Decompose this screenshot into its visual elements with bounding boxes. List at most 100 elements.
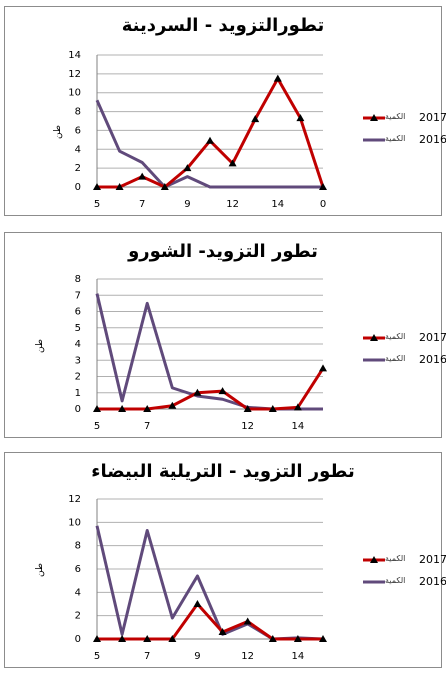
y-tick-label: 6 bbox=[75, 125, 81, 136]
y-axis-label: طن bbox=[35, 562, 45, 577]
data-point-marker bbox=[193, 388, 202, 396]
data-point-marker bbox=[160, 183, 169, 190]
y-tick-label: 8 bbox=[75, 541, 81, 552]
data-point-marker bbox=[193, 600, 202, 607]
y-tick-label: 4 bbox=[75, 144, 81, 155]
x-tick-label: 9 bbox=[184, 199, 190, 210]
legend-swatch-2017 bbox=[363, 114, 385, 121]
y-tick-label: 10 bbox=[68, 517, 81, 528]
data-point-marker bbox=[218, 628, 227, 635]
series-line-2017 bbox=[97, 367, 325, 411]
data-point-marker bbox=[138, 172, 147, 180]
data-point-marker bbox=[243, 617, 252, 625]
series-line-2017 bbox=[97, 602, 323, 641]
data-point-marker bbox=[118, 405, 127, 412]
chart-panel-white-mullet: تطور التزويد - التريلية البيضاء 0 2 4 6 8 10 1… bbox=[4, 452, 446, 668]
x-tick-label: 0 bbox=[320, 199, 326, 210]
series-line-2017 bbox=[97, 77, 325, 189]
x-tick-label: 5 bbox=[94, 199, 100, 210]
legend-label-2017-word: الكمية bbox=[385, 112, 406, 121]
data-point-marker bbox=[319, 635, 327, 642]
y-tick-label: 12 bbox=[68, 69, 81, 80]
x-tick-label: 14 bbox=[271, 199, 284, 210]
y-tick-label: 6 bbox=[75, 307, 81, 318]
legend-swatch-2016 bbox=[363, 138, 385, 142]
chart-plot: 0 2 4 6 8 10 12 14 5 7 9 12 14 0 bbox=[68, 50, 327, 210]
legend-label-2016-word: الكمية bbox=[385, 134, 406, 143]
x-tick-label: 7 bbox=[139, 199, 145, 210]
data-point-marker bbox=[93, 183, 101, 190]
data-point-marker bbox=[228, 159, 237, 167]
y-tick-label: 2 bbox=[75, 163, 81, 174]
data-point-marker bbox=[293, 403, 302, 411]
data-point-marker bbox=[143, 405, 152, 412]
chart-title: تطورالتزويد - السردينة bbox=[121, 15, 325, 36]
legend-swatch-2017 bbox=[363, 556, 385, 563]
y-tick-label: 2 bbox=[75, 611, 81, 622]
legend-label-2017-year: 2017 bbox=[419, 553, 446, 566]
chart-panel-sardine: تطورالتزويد - السردينة 0 2 4 6 8 10 12 14 5 7 9 12 1… bbox=[4, 6, 446, 216]
x-tick-label: 9 bbox=[194, 651, 200, 662]
data-point-marker bbox=[268, 405, 277, 412]
x-tick-label: 14 bbox=[292, 421, 305, 432]
data-point-marker bbox=[319, 183, 327, 190]
y-tick-label: 6 bbox=[75, 564, 81, 575]
y-tick-label: 4 bbox=[75, 339, 81, 350]
data-point-marker bbox=[251, 115, 260, 123]
y-tick-label: 2 bbox=[75, 372, 81, 383]
legend-label-2017-year: 2017 bbox=[419, 331, 446, 344]
data-point-marker bbox=[143, 635, 152, 642]
data-point-marker bbox=[168, 401, 177, 409]
data-point-marker bbox=[218, 387, 227, 395]
x-tick-label: 12 bbox=[226, 199, 239, 210]
y-tick-label: 14 bbox=[68, 50, 81, 61]
legend-label-2016-year: 2016 bbox=[419, 353, 446, 366]
y-axis-label: طن bbox=[53, 124, 63, 139]
y-tick-label: 3 bbox=[75, 355, 81, 366]
data-point-marker bbox=[93, 405, 101, 412]
legend-label-2016-year: 2016 bbox=[419, 133, 446, 146]
y-tick-label: 0 bbox=[75, 634, 81, 645]
x-tick-label: 7 bbox=[144, 651, 150, 662]
data-point-marker bbox=[183, 164, 192, 172]
data-point-marker bbox=[273, 74, 282, 82]
x-tick-label: 12 bbox=[241, 651, 254, 662]
legend-swatch-2016 bbox=[363, 358, 385, 362]
x-tick-label: 5 bbox=[94, 651, 100, 662]
legend-swatch-2017 bbox=[363, 334, 385, 341]
y-tick-label: 12 bbox=[68, 494, 81, 505]
chart-plot: 0 2 4 6 8 10 12 5 7 9 12 14 bbox=[68, 494, 327, 662]
y-tick-label: 8 bbox=[75, 274, 81, 285]
data-point-marker bbox=[93, 635, 101, 642]
data-point-marker bbox=[168, 635, 177, 642]
y-tick-label: 0 bbox=[75, 404, 81, 415]
legend-label-2017-word: الكمية bbox=[385, 332, 406, 341]
data-point-marker bbox=[206, 136, 214, 144]
legend-swatch-2016 bbox=[363, 580, 385, 584]
y-tick-label: 4 bbox=[75, 587, 81, 598]
data-point-marker bbox=[296, 114, 305, 122]
x-tick-label: 5 bbox=[94, 421, 100, 432]
y-tick-label: 1 bbox=[75, 388, 81, 399]
data-point-marker bbox=[268, 635, 277, 642]
chart-title: تطور التزويد - التريلية البيضاء bbox=[91, 461, 355, 482]
chart-panel-chourou: تطور التزويد- الشورو 0 1 2 3 4 5 6 7 8 5 7 12 14 طن … bbox=[4, 232, 446, 438]
x-tick-label: 12 bbox=[241, 421, 254, 432]
data-point-marker bbox=[243, 405, 252, 412]
chart-title: تطور التزويد- الشورو bbox=[128, 241, 318, 262]
y-tick-label: 10 bbox=[68, 88, 81, 99]
data-point-marker bbox=[118, 635, 127, 642]
data-point-marker bbox=[115, 183, 124, 190]
y-axis-label: طن bbox=[35, 338, 45, 353]
y-tick-label: 0 bbox=[75, 182, 81, 193]
series-line-2016 bbox=[95, 99, 323, 189]
legend-label-2016-year: 2016 bbox=[419, 575, 446, 588]
legend-label-2017-year: 2017 bbox=[419, 111, 446, 124]
y-tick-label: 7 bbox=[75, 290, 81, 301]
series-line-2016 bbox=[95, 525, 324, 641]
x-tick-label: 14 bbox=[292, 651, 305, 662]
y-tick-label: 8 bbox=[75, 107, 81, 118]
data-point-marker bbox=[319, 364, 327, 372]
x-tick-label: 7 bbox=[144, 421, 150, 432]
